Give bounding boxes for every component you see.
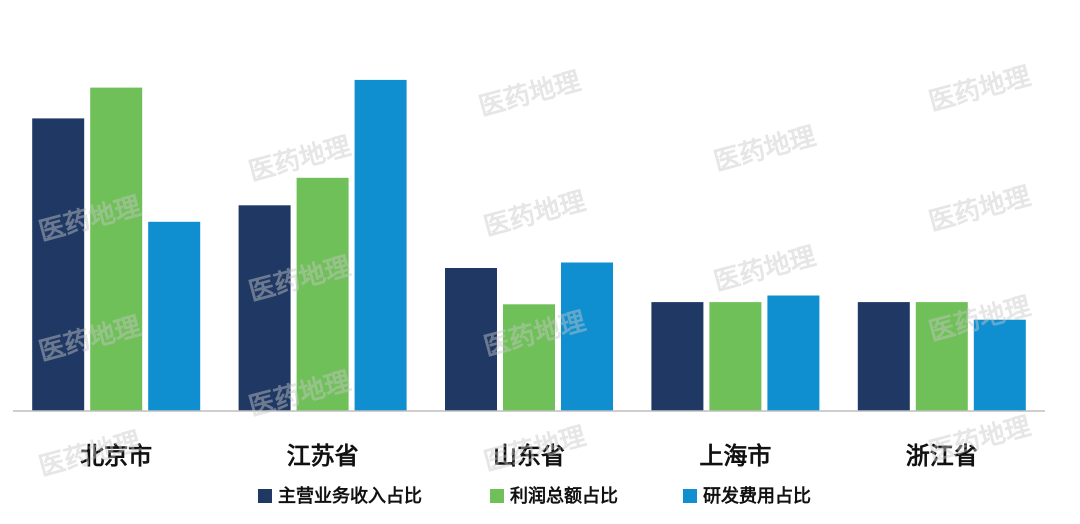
legend-label: 研发费用占比	[703, 485, 811, 507]
watermark: 医药地理	[476, 67, 584, 123]
bar	[148, 221, 201, 411]
x-tick-label: 上海市	[699, 442, 771, 470]
bar	[32, 118, 85, 412]
watermark: 医药地理	[926, 182, 1034, 238]
bar	[238, 205, 291, 411]
watermark: 医药地理	[36, 427, 144, 483]
legend-label: 主营业务收入占比	[278, 485, 422, 507]
watermark: 医药地理	[711, 242, 819, 298]
bar	[296, 177, 349, 411]
bar	[915, 302, 968, 411]
bar	[767, 295, 820, 411]
watermark: 医药地理	[711, 122, 819, 178]
bar	[857, 302, 910, 411]
bar	[445, 268, 497, 411]
x-tick-label: 江苏省	[287, 442, 359, 470]
watermark: 医药地理	[926, 412, 1034, 468]
bar	[709, 302, 762, 411]
watermark: 医药地理	[481, 187, 589, 243]
x-tick-label: 山东省	[493, 442, 565, 470]
legend-swatch	[490, 489, 504, 503]
x-tick-label: 浙江省	[906, 442, 978, 470]
watermark: 医药地理	[926, 62, 1034, 118]
legend-swatch	[683, 489, 697, 503]
x-tick-label: 北京市	[80, 442, 152, 470]
legend-label: 利润总额占比	[510, 485, 618, 507]
bar	[354, 79, 407, 412]
bar	[973, 319, 1026, 411]
bar	[90, 87, 143, 411]
bar	[503, 304, 555, 411]
bar	[561, 262, 613, 411]
legend-swatch	[258, 489, 272, 503]
bar	[651, 302, 704, 411]
